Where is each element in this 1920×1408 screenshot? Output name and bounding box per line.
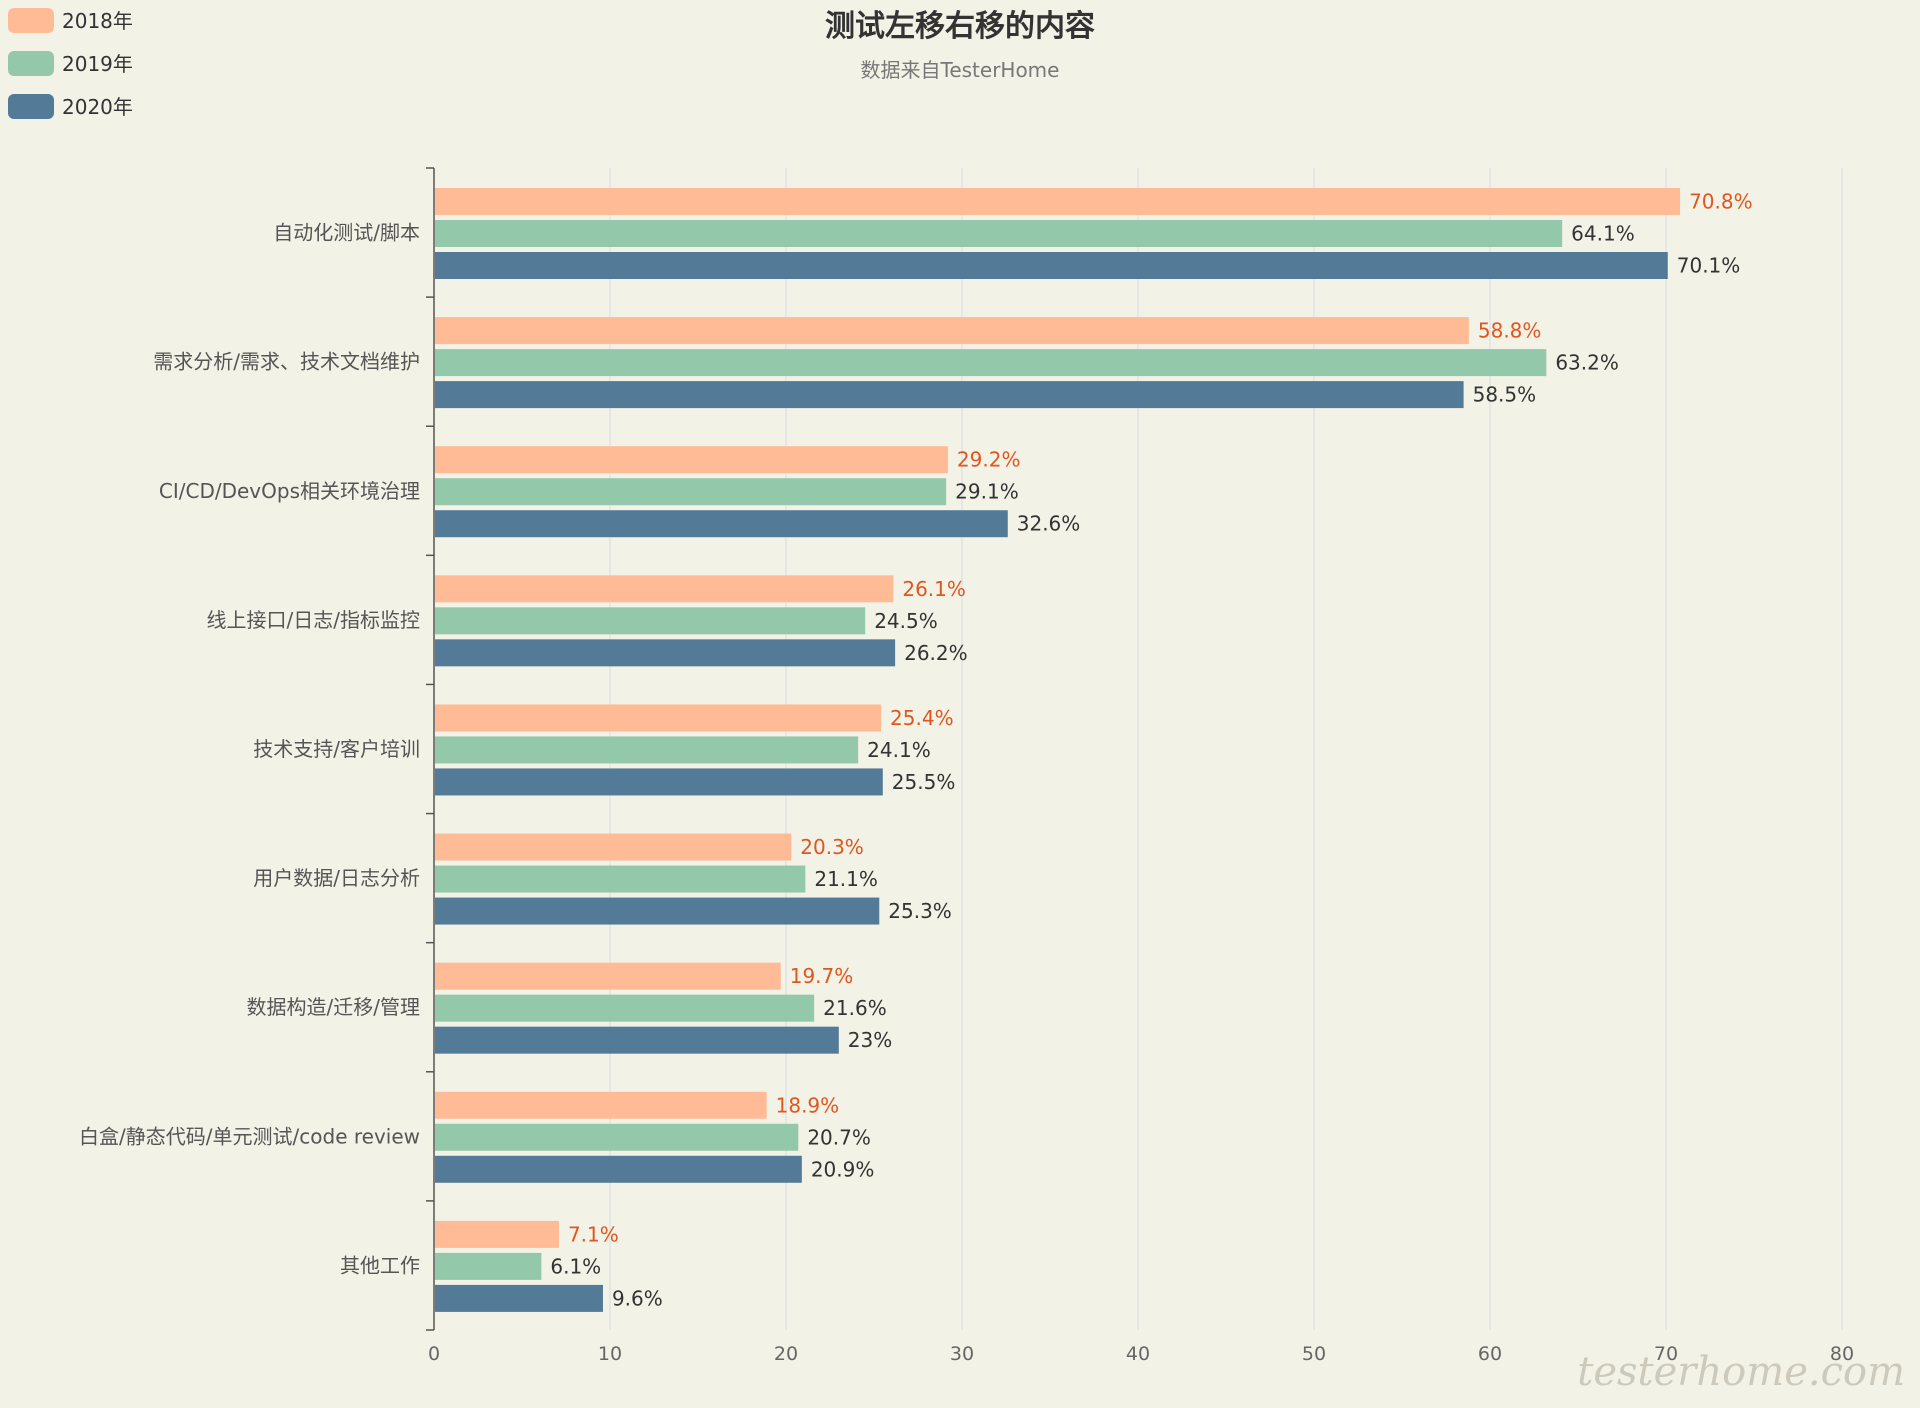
value-label-4-0: 25.4% <box>890 706 954 730</box>
bar-7-1[interactable] <box>435 1123 799 1151</box>
value-label-2-1: 29.1% <box>955 480 1019 504</box>
bar-3-0[interactable] <box>435 575 894 603</box>
bar-7-0[interactable] <box>435 1091 767 1119</box>
x-tick-label-3: 30 <box>950 1343 974 1365</box>
bar-6-2[interactable] <box>435 1026 839 1054</box>
bar-4-2[interactable] <box>435 768 883 796</box>
value-label-5-2: 25.3% <box>888 899 952 923</box>
bars <box>435 188 1681 1312</box>
value-label-6-0: 19.7% <box>790 964 854 988</box>
value-label-3-2: 26.2% <box>904 641 968 665</box>
bar-0-2[interactable] <box>435 252 1668 279</box>
bar-2-0[interactable] <box>435 446 948 474</box>
axes <box>426 167 435 1331</box>
bar-2-1[interactable] <box>435 478 947 506</box>
value-label-7-1: 20.7% <box>807 1125 871 1149</box>
chart-title: 测试左移右移的内容 <box>825 9 1095 44</box>
value-label-8-1: 6.1% <box>550 1254 601 1278</box>
x-tick-label-5: 50 <box>1302 1343 1326 1365</box>
bar-1-0[interactable] <box>435 317 1469 345</box>
legend-swatch-1[interactable] <box>8 51 54 76</box>
value-labels: 70.8% 64.1% 70.1% 58.8% 63.2% 58.5% 29.2% 29.1%… <box>550 190 1752 1311</box>
bar-8-1[interactable] <box>435 1252 542 1280</box>
bar-5-0[interactable] <box>435 833 792 861</box>
x-tick-label-7: 70 <box>1654 1343 1678 1365</box>
x-tick-label-8: 80 <box>1830 1343 1854 1365</box>
legend: 2018年 2019年 2020年 <box>8 8 133 119</box>
bar-8-2[interactable] <box>435 1284 603 1312</box>
value-label-4-2: 25.5% <box>892 770 956 794</box>
legend-label-1[interactable]: 2019年 <box>62 52 133 76</box>
category-label-0: 自动化测试/脚本 <box>273 221 420 245</box>
bar-6-0[interactable] <box>435 962 781 990</box>
legend-label-0[interactable]: 2018年 <box>62 9 133 33</box>
category-label-8: 其他工作 <box>340 1253 420 1277</box>
bar-4-1[interactable] <box>435 736 859 764</box>
value-label-1-1: 63.2% <box>1555 351 1619 375</box>
value-label-6-1: 21.6% <box>823 996 887 1020</box>
value-label-0-1: 64.1% <box>1571 222 1635 246</box>
value-label-8-2: 9.6% <box>612 1286 663 1310</box>
chart-subtitle: 数据来自TesterHome <box>861 58 1060 82</box>
value-label-4-1: 24.1% <box>867 738 931 762</box>
bar-0-0[interactable] <box>435 188 1681 215</box>
bar-7-2[interactable] <box>435 1155 802 1183</box>
category-label-6: 数据构造/迁移/管理 <box>247 995 420 1019</box>
bar-6-1[interactable] <box>435 994 815 1022</box>
legend-label-2[interactable]: 2020年 <box>62 95 133 119</box>
category-label-4: 技术支持/客户培训 <box>253 737 420 761</box>
x-tick-label-1: 10 <box>598 1343 622 1365</box>
bar-0-1[interactable] <box>435 220 1563 247</box>
value-label-0-0: 70.8% <box>1689 190 1753 214</box>
bar-3-2[interactable] <box>435 639 896 667</box>
value-label-3-1: 24.5% <box>874 609 938 633</box>
value-label-1-2: 58.5% <box>1473 383 1537 407</box>
x-tick-labels: 0 10 20 30 40 50 60 70 80 <box>428 1343 1854 1365</box>
bar-5-1[interactable] <box>435 865 806 893</box>
bar-3-1[interactable] <box>435 607 866 635</box>
x-tick-label-4: 40 <box>1126 1343 1150 1365</box>
value-label-5-1: 21.1% <box>814 867 878 891</box>
x-tick-label-0: 0 <box>428 1343 440 1365</box>
bar-1-2[interactable] <box>435 381 1464 409</box>
bar-4-0[interactable] <box>435 704 882 732</box>
legend-swatch-0[interactable] <box>8 8 54 33</box>
value-label-2-2: 32.6% <box>1017 512 1081 536</box>
value-label-7-2: 20.9% <box>811 1157 875 1181</box>
bar-2-2[interactable] <box>435 510 1008 538</box>
value-label-6-2: 23% <box>848 1028 892 1052</box>
category-label-7: 白盒/静态代码/单元测试/code review <box>79 1124 420 1148</box>
bar-8-0[interactable] <box>435 1220 559 1248</box>
value-label-7-0: 18.9% <box>776 1093 840 1117</box>
legend-swatch-2[interactable] <box>8 94 54 119</box>
bar-5-2[interactable] <box>435 897 880 925</box>
x-tick-label-2: 20 <box>774 1343 798 1365</box>
value-label-3-0: 26.1% <box>902 577 966 601</box>
category-label-1: 需求分析/需求、技术文档维护 <box>153 350 420 374</box>
value-label-5-0: 20.3% <box>800 835 864 859</box>
value-label-8-0: 7.1% <box>568 1222 619 1246</box>
x-tick-label-6: 60 <box>1478 1343 1502 1365</box>
watermark: testerhome.com <box>1577 1349 1905 1395</box>
category-label-5: 用户数据/日志分析 <box>253 866 420 890</box>
bar-1-1[interactable] <box>435 349 1547 377</box>
value-label-2-0: 29.2% <box>957 448 1021 472</box>
value-label-0-2: 70.1% <box>1677 254 1741 278</box>
category-label-3: 线上接口/日志/指标监控 <box>207 608 420 632</box>
value-label-1-0: 58.8% <box>1478 319 1542 343</box>
category-label-2: CI/CD/DevOps相关环境治理 <box>159 479 420 503</box>
